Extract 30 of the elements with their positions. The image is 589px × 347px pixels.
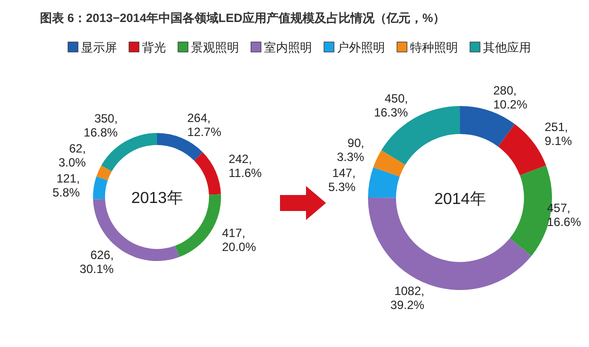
legend-label: 显示屏 — [81, 40, 117, 54]
legend-label: 其他应用 — [483, 40, 531, 54]
text: 2014年 — [434, 191, 486, 208]
data-label: 1082, 39.2% — [390, 284, 425, 312]
legend-item: 室内照明 — [250, 40, 312, 54]
legend-item: 特种照明 — [396, 40, 458, 54]
data-label: 242, 11.6% — [228, 152, 262, 180]
data-label: 251, 9.1% — [544, 120, 572, 148]
legend-item: 其他应用 — [470, 40, 531, 54]
legend-item: 户外照明 — [324, 40, 385, 54]
data-label: 147, 5.3% — [328, 166, 356, 194]
data-label: 626, 30.1% — [80, 248, 114, 276]
data-label: 121, 5.8% — [52, 172, 80, 200]
legend-item: 景观照明 — [178, 40, 239, 54]
chart-title: 图表 6：2013−2014年中国各领域LED应用产值规模及占比情况（亿元，%） — [40, 11, 446, 25]
legend-label: 特种照明 — [410, 40, 458, 54]
data-label: 264, 12.7% — [187, 111, 222, 140]
data-label: 417, 20.0% — [222, 226, 256, 254]
data-label: 280, 10.2% — [493, 83, 528, 112]
data-label: 62, 3.0% — [58, 142, 86, 170]
legend-item: 背光 — [128, 40, 166, 54]
legend-item: 显示屏 — [68, 40, 117, 54]
legend-label: 背光 — [142, 40, 166, 54]
legend-label: 景观照明 — [191, 40, 239, 54]
legend-label: 室内照明 — [264, 40, 312, 54]
data-label: 350, 16.8% — [84, 112, 118, 140]
data-label: 90, 3.3% — [336, 136, 365, 164]
data-label: 450, 16.3% — [374, 92, 408, 120]
text: 2013年 — [131, 190, 183, 207]
legend-label: 户外照明 — [337, 40, 385, 54]
